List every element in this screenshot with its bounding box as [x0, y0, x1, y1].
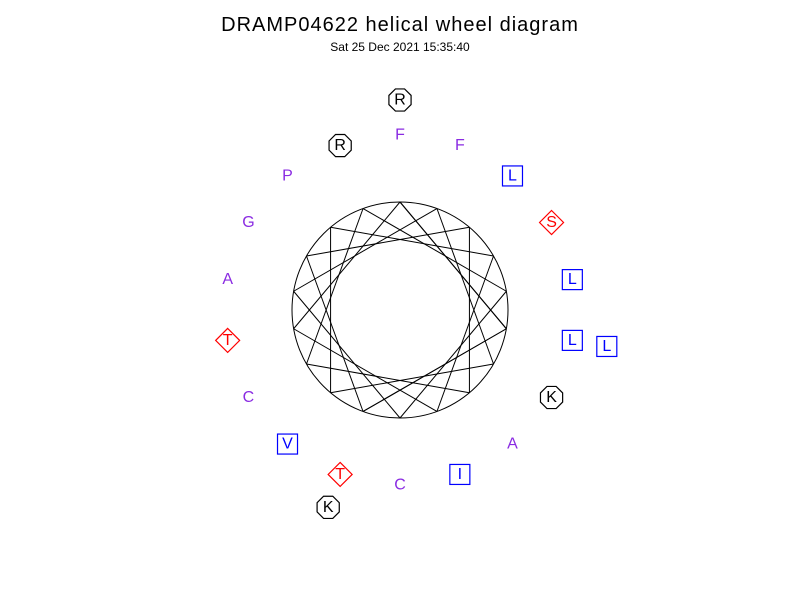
- residue-label: L: [568, 271, 577, 288]
- residue-label: V: [282, 436, 293, 453]
- residue-label: S: [546, 214, 557, 231]
- residue-label: A: [507, 436, 518, 453]
- residue-label: R: [394, 92, 406, 109]
- residue-label: I: [458, 466, 462, 483]
- residue-label: C: [394, 477, 406, 494]
- residue-label: P: [282, 167, 293, 184]
- residue-label: T: [223, 332, 233, 349]
- residue-label: F: [395, 127, 405, 144]
- residue-label: T: [335, 466, 345, 483]
- residue-label: R: [334, 137, 346, 154]
- residue-label: L: [568, 332, 577, 349]
- residue-label: K: [323, 499, 334, 516]
- residue-label: K: [546, 389, 557, 406]
- residue-label: F: [455, 137, 465, 154]
- residue-label: A: [222, 271, 233, 288]
- residue-label: G: [242, 214, 254, 231]
- helical-wheel-svg: F L T G L A C R L C A F K V P S I T R L K: [0, 0, 800, 600]
- residue-label: L: [602, 338, 611, 355]
- residue-label: C: [243, 389, 255, 406]
- residue-label: L: [508, 167, 517, 184]
